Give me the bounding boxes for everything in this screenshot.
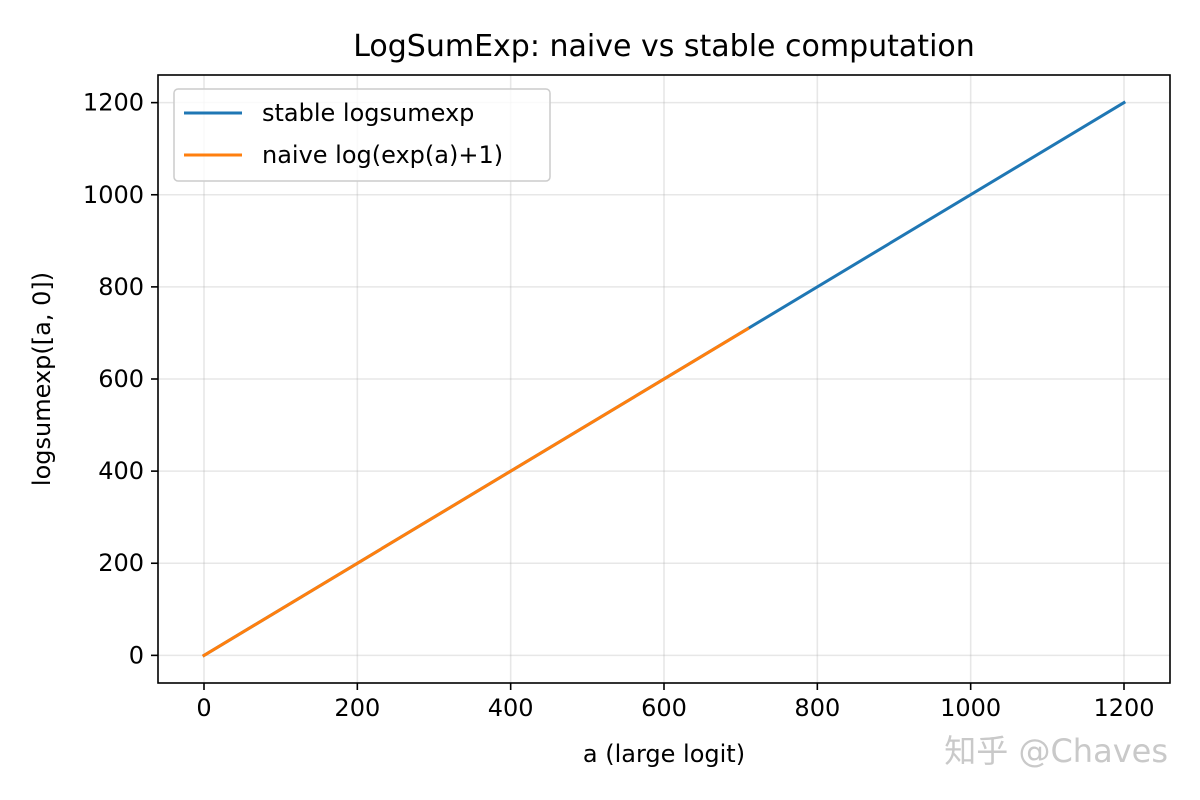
grid	[158, 75, 1170, 683]
x-tick-label: 1200	[1093, 694, 1154, 722]
x-tick-label: 800	[794, 694, 840, 722]
legend-label-naive: naive log(exp(a)+1)	[262, 141, 503, 169]
y-tick-label: 0	[129, 641, 144, 669]
legend-label-stable: stable logsumexp	[262, 99, 474, 127]
y-tick-label: 200	[98, 549, 144, 577]
legend: stable logsumexp naive log(exp(a)+1)	[173, 88, 551, 182]
x-axis-label: a (large logit)	[583, 740, 745, 768]
x-tick-label: 200	[334, 694, 380, 722]
y-tick-label: 800	[98, 273, 144, 301]
y-tick-label: 1200	[83, 89, 144, 117]
y-tick-label: 600	[98, 365, 144, 393]
y-axis-label: logsumexp([a, 0])	[28, 272, 56, 486]
chart-title: LogSumExp: naive vs stable computation	[353, 29, 975, 64]
series-line-naive	[201, 326, 750, 658]
series-layer	[201, 100, 1127, 658]
watermark: 知乎 @Chaves	[944, 732, 1168, 770]
x-tick-label: 400	[488, 694, 534, 722]
x-tick-label: 1000	[940, 694, 1001, 722]
y-tick-label: 400	[98, 457, 144, 485]
x-tick-label: 0	[196, 694, 211, 722]
x-tick-label: 600	[641, 694, 687, 722]
ticks: 0 200 400 600 800 1000 1200 0 200 400 600 800 1000 12…	[83, 89, 1155, 722]
legend-box	[173, 88, 551, 182]
y-tick-label: 1000	[83, 181, 144, 209]
